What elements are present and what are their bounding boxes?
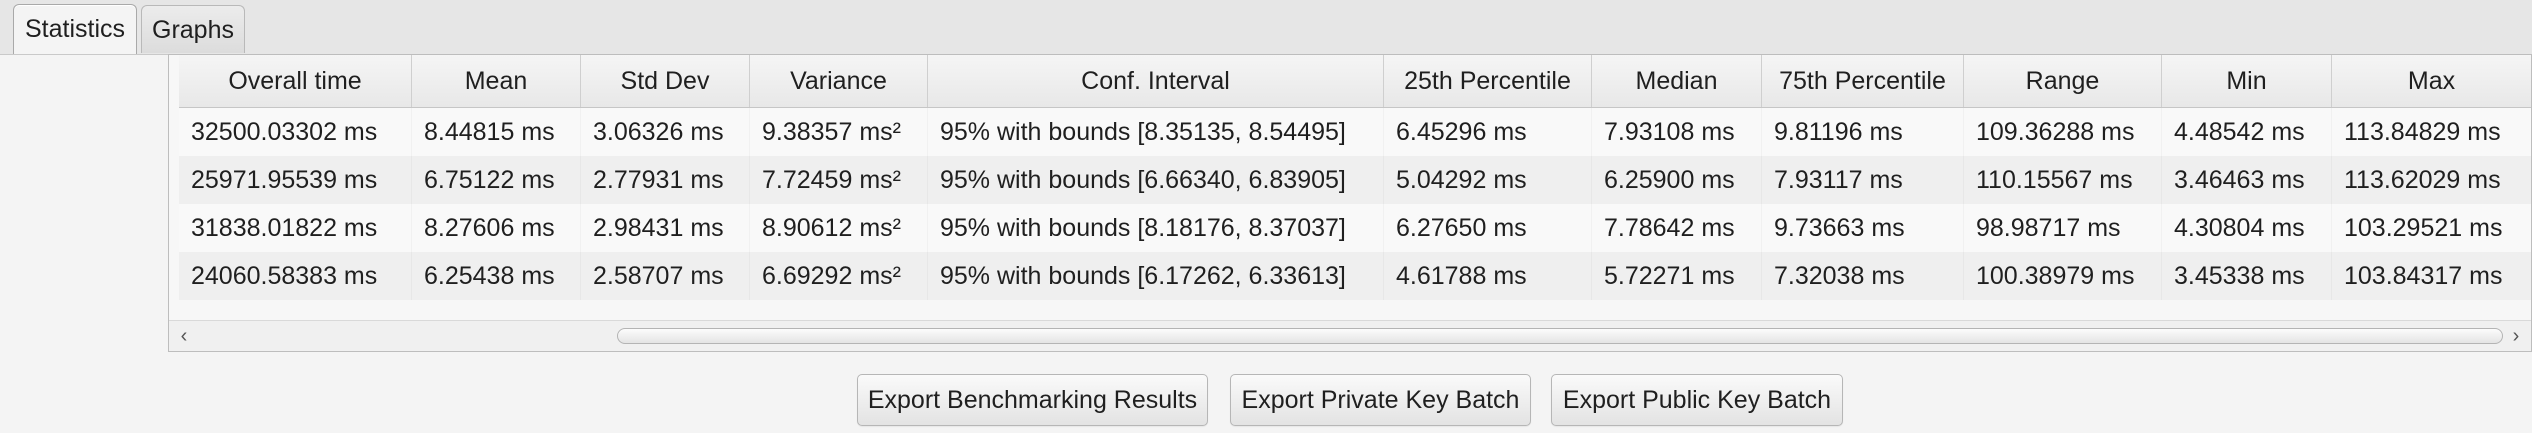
cell-conf-interval: 95% with bounds [8.35135, 8.54495] bbox=[928, 108, 1384, 156]
cell-conf-interval: 95% with bounds [8.18176, 8.37037] bbox=[928, 204, 1384, 252]
cell-mean: 8.27606 ms bbox=[412, 204, 581, 252]
column-header-75th-percentile[interactable]: 75th Percentile bbox=[1762, 55, 1964, 107]
cell-min: 3.45338 ms bbox=[2162, 252, 2332, 300]
cell-75th-percentile: 7.93117 ms bbox=[1762, 156, 1964, 204]
cell-max: 113.62029 ms bbox=[2332, 156, 2531, 204]
cell-variance: 9.38357 ms² bbox=[750, 108, 928, 156]
scrollbar-thumb[interactable] bbox=[617, 328, 2503, 344]
cell-median: 7.93108 ms bbox=[1592, 108, 1762, 156]
tab-bar: Statistics Graphs bbox=[0, 0, 2532, 55]
statistics-table[interactable]: Overall time Mean Std Dev Variance Conf.… bbox=[168, 54, 2532, 352]
column-header-range[interactable]: Range bbox=[1964, 55, 2162, 107]
cell-max: 103.29521 ms bbox=[2332, 204, 2531, 252]
column-header-overall-time[interactable]: Overall time bbox=[179, 55, 412, 107]
cell-min: 4.48542 ms bbox=[2162, 108, 2332, 156]
column-header-std-dev[interactable]: Std Dev bbox=[581, 55, 750, 107]
cell-max: 113.84829 ms bbox=[2332, 108, 2531, 156]
export-public-key-batch-button[interactable]: Export Public Key Batch bbox=[1551, 374, 1843, 426]
cell-std-dev: 3.06326 ms bbox=[581, 108, 750, 156]
cell-overall-time: 32500.03302 ms bbox=[179, 108, 412, 156]
cell-std-dev: 2.77931 ms bbox=[581, 156, 750, 204]
cell-mean: 6.75122 ms bbox=[412, 156, 581, 204]
column-header-min[interactable]: Min bbox=[2162, 55, 2332, 107]
column-header-max[interactable]: Max bbox=[2332, 55, 2531, 107]
cell-std-dev: 2.98431 ms bbox=[581, 204, 750, 252]
cell-range: 98.98717 ms bbox=[1964, 204, 2162, 252]
cell-variance: 8.90612 ms² bbox=[750, 204, 928, 252]
cell-25th-percentile: 6.27650 ms bbox=[1384, 204, 1592, 252]
cell-min: 4.30804 ms bbox=[2162, 204, 2332, 252]
cell-range: 110.15567 ms bbox=[1964, 156, 2162, 204]
cell-median: 5.72271 ms bbox=[1592, 252, 1762, 300]
cell-overall-time: 24060.58383 ms bbox=[179, 252, 412, 300]
table-header: Overall time Mean Std Dev Variance Conf.… bbox=[179, 55, 2531, 108]
cell-range: 100.38979 ms bbox=[1964, 252, 2162, 300]
cell-25th-percentile: 4.61788 ms bbox=[1384, 252, 1592, 300]
cell-range: 109.36288 ms bbox=[1964, 108, 2162, 156]
cell-overall-time: 31838.01822 ms bbox=[179, 204, 412, 252]
cell-conf-interval: 95% with bounds [6.66340, 6.83905] bbox=[928, 156, 1384, 204]
cell-75th-percentile: 9.81196 ms bbox=[1762, 108, 1964, 156]
cell-variance: 6.69292 ms² bbox=[750, 252, 928, 300]
scroll-left-icon[interactable]: ‹ bbox=[180, 325, 188, 347]
export-benchmarking-results-button[interactable]: Export Benchmarking Results bbox=[857, 374, 1208, 426]
column-header-variance[interactable]: Variance bbox=[750, 55, 928, 107]
horizontal-scrollbar[interactable]: ‹ › bbox=[169, 320, 2531, 351]
cell-std-dev: 2.58707 ms bbox=[581, 252, 750, 300]
cell-75th-percentile: 9.73663 ms bbox=[1762, 204, 1964, 252]
cell-conf-interval: 95% with bounds [6.17262, 6.33613] bbox=[928, 252, 1384, 300]
table-row[interactable]: 24060.58383 ms 6.25438 ms 2.58707 ms 6.6… bbox=[179, 252, 2531, 300]
cell-mean: 6.25438 ms bbox=[412, 252, 581, 300]
column-header-median[interactable]: Median bbox=[1592, 55, 1762, 107]
cell-25th-percentile: 6.45296 ms bbox=[1384, 108, 1592, 156]
cell-median: 7.78642 ms bbox=[1592, 204, 1762, 252]
cell-overall-time: 25971.95539 ms bbox=[179, 156, 412, 204]
scroll-right-icon[interactable]: › bbox=[2512, 325, 2520, 347]
column-header-conf-interval[interactable]: Conf. Interval bbox=[928, 55, 1384, 107]
column-header-mean[interactable]: Mean bbox=[412, 55, 581, 107]
cell-median: 6.25900 ms bbox=[1592, 156, 1762, 204]
cell-mean: 8.44815 ms bbox=[412, 108, 581, 156]
export-private-key-batch-button[interactable]: Export Private Key Batch bbox=[1230, 374, 1531, 426]
table-row[interactable]: 25971.95539 ms 6.75122 ms 2.77931 ms 7.7… bbox=[179, 156, 2531, 204]
cell-max: 103.84317 ms bbox=[2332, 252, 2531, 300]
cell-min: 3.46463 ms bbox=[2162, 156, 2332, 204]
column-header-25th-percentile[interactable]: 25th Percentile bbox=[1384, 55, 1592, 107]
tab-graphs[interactable]: Graphs bbox=[141, 5, 245, 53]
cell-25th-percentile: 5.04292 ms bbox=[1384, 156, 1592, 204]
table-row[interactable]: 32500.03302 ms 8.44815 ms 3.06326 ms 9.3… bbox=[179, 108, 2531, 156]
cell-75th-percentile: 7.32038 ms bbox=[1762, 252, 1964, 300]
table-row[interactable]: 31838.01822 ms 8.27606 ms 2.98431 ms 8.9… bbox=[179, 204, 2531, 252]
tab-statistics[interactable]: Statistics bbox=[13, 4, 137, 54]
cell-variance: 7.72459 ms² bbox=[750, 156, 928, 204]
